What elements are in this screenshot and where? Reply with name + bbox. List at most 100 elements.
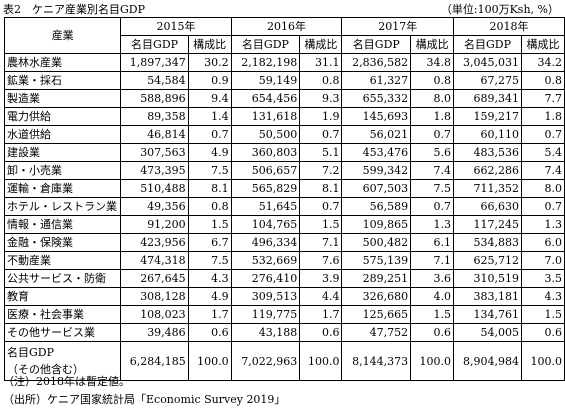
table-title: 表2 ケニア産業別名目GDP (3, 3, 146, 16)
share-cell: 34.8 (410, 53, 455, 72)
industry-column-header: 産業 (3, 17, 122, 54)
industry-name: その他サービス業 (3, 323, 122, 342)
share-header: 構成比 (187, 35, 232, 54)
share-cell: 30.2 (187, 53, 232, 72)
gdp-value-cell: 360,803 (230, 143, 301, 162)
gdp-value-cell: 474,318 (120, 251, 189, 270)
gdp-value-cell: 51,645 (230, 197, 301, 216)
gdp-value-header: 名目GDP (120, 35, 189, 54)
share-cell: 7.1 (410, 251, 455, 270)
table-row: 製造業 588,896 9.4 654,456 9.3 655,332 8.0 689,341… (3, 89, 565, 108)
year-header-2018: 2018年 (453, 17, 565, 36)
share-cell: 0.9 (187, 71, 232, 90)
share-cell: 1.9 (299, 107, 343, 126)
industry-name: 教育 (3, 287, 122, 306)
share-cell: 7.4 (410, 161, 455, 180)
industry-name: 建設業 (3, 143, 122, 162)
gdp-value-cell: 267,645 (120, 269, 189, 288)
share-cell: 7.5 (187, 251, 232, 270)
table-row: ホテル・レストラン業 49,356 0.8 51,645 0.7 56,589 0.7 66,… (3, 197, 565, 216)
gdp-value-cell: 534,883 (453, 233, 523, 252)
gdp-value-cell: 711,352 (453, 179, 523, 198)
industry-name: 不動産業 (3, 251, 122, 270)
total-cell: 100.0 (299, 341, 343, 381)
gdp-value-cell: 104,765 (230, 215, 301, 234)
table-row: 情報・通信業 91,200 1.5 104,765 1.5 109,865 1.3 117,2… (3, 215, 565, 234)
gdp-value-cell: 131,618 (230, 107, 301, 126)
share-cell: 6.7 (187, 233, 232, 252)
gdp-value-cell: 60,110 (453, 125, 523, 144)
gdp-value-cell: 67,275 (453, 71, 523, 90)
source-note: （出所）ケニア国家統計局「Economic Survey 2019」 (3, 393, 286, 406)
gdp-value-cell: 56,021 (341, 125, 412, 144)
table-row: 鉱業・採石 54,584 0.9 59,149 0.8 61,327 0.8 67,275 0.… (3, 71, 565, 90)
table-row: 農林水産業 1,897,347 30.2 2,182,198 31.1 2,836,582… (3, 53, 565, 72)
industry-name: 医療・社会事業 (3, 305, 122, 324)
gdp-value-header: 名目GDP (341, 35, 412, 54)
share-cell: 4.4 (299, 287, 343, 306)
share-cell: 0.7 (410, 197, 455, 216)
share-cell: 7.1 (299, 233, 343, 252)
share-cell: 7.0 (521, 251, 565, 270)
gdp-value-cell: 588,896 (120, 89, 189, 108)
table-row: 教育 308,128 4.9 309,513 4.4 326,680 4.0 383,181 4… (3, 287, 565, 306)
total-cell: 6,284,185 (120, 341, 189, 381)
gdp-value-cell: 308,128 (120, 287, 189, 306)
total-cell: 100.0 (521, 341, 565, 381)
share-cell: 0.7 (299, 197, 343, 216)
gdp-value-cell: 532,669 (230, 251, 301, 270)
gdp-value-cell: 326,680 (341, 287, 412, 306)
share-cell: 0.6 (299, 323, 343, 342)
share-cell: 0.8 (187, 197, 232, 216)
share-cell: 7.4 (521, 161, 565, 180)
gdp-value-cell: 47,752 (341, 323, 412, 342)
gdp-value-cell: 59,149 (230, 71, 301, 90)
table-row: 卸・小売業 473,395 7.5 506,657 7.2 599,342 7.4 662,2… (3, 161, 565, 180)
share-header: 構成比 (410, 35, 455, 54)
share-cell: 6.0 (521, 233, 565, 252)
share-cell: 1.5 (521, 305, 565, 324)
share-cell: 6.1 (410, 233, 455, 252)
gdp-value-cell: 54,005 (453, 323, 523, 342)
total-row: 名目GDP （その他含む） 6,284,185 100.0 7,022,963 … (3, 341, 565, 381)
gdp-value-cell: 599,342 (341, 161, 412, 180)
share-cell: 4.0 (410, 287, 455, 306)
table-row: 電力供給 89,358 1.4 131,618 1.9 145,693 1.8 159,217… (3, 107, 565, 126)
gdp-value-cell: 310,519 (453, 269, 523, 288)
share-cell: 34.2 (521, 53, 565, 72)
gdp-value-cell: 276,410 (230, 269, 301, 288)
gdp-value-cell: 309,513 (230, 287, 301, 306)
industry-name: 卸・小売業 (3, 161, 122, 180)
gdp-by-industry-table: 産業 2015年 2016年 2017年 2018年 名目GDP 構成比 名目G… (3, 17, 565, 381)
share-cell: 0.7 (299, 125, 343, 144)
share-cell: 1.5 (410, 305, 455, 324)
gdp-value-cell: 43,188 (230, 323, 301, 342)
gdp-value-cell: 119,775 (230, 305, 301, 324)
industry-name: 電力供給 (3, 107, 122, 126)
table-notes: （注）2018年は暫定値。 （出所）ケニア国家統計局「Economic Surv… (3, 373, 285, 409)
table-body: 農林水産業 1,897,347 30.2 2,182,198 31.1 2,836,582… (3, 53, 565, 381)
gdp-value-cell: 625,712 (453, 251, 523, 270)
industry-name: 製造業 (3, 89, 122, 108)
gdp-value-cell: 607,503 (341, 179, 412, 198)
share-cell: 1.5 (299, 215, 343, 234)
share-cell: 1.5 (187, 215, 232, 234)
share-cell: 0.6 (410, 323, 455, 342)
share-cell: 5.6 (410, 143, 455, 162)
table-row: 建設業 307,563 4.9 360,803 5.1 453,476 5.6 483,536… (3, 143, 565, 162)
industry-name: 金融・保険業 (3, 233, 122, 252)
share-cell: 0.7 (521, 125, 565, 144)
gdp-value-cell: 39,486 (120, 323, 189, 342)
total-label-line2: （その他含む） (7, 363, 84, 376)
gdp-value-cell: 423,956 (120, 233, 189, 252)
gdp-value-cell: 500,482 (341, 233, 412, 252)
industry-name: 公共サービス・防衛 (3, 269, 122, 288)
year-header-row: 産業 2015年 2016年 2017年 2018年 (3, 17, 565, 54)
gdp-value-cell: 117,245 (453, 215, 523, 234)
share-cell: 4.3 (187, 269, 232, 288)
table-row: 公共サービス・防衛 267,645 4.3 276,410 3.9 289,251 3.6 3… (3, 269, 565, 288)
total-cell: 100.0 (187, 341, 232, 381)
gdp-value-cell: 134,761 (453, 305, 523, 324)
gdp-value-cell: 61,327 (341, 71, 412, 90)
share-cell: 7.2 (299, 161, 343, 180)
